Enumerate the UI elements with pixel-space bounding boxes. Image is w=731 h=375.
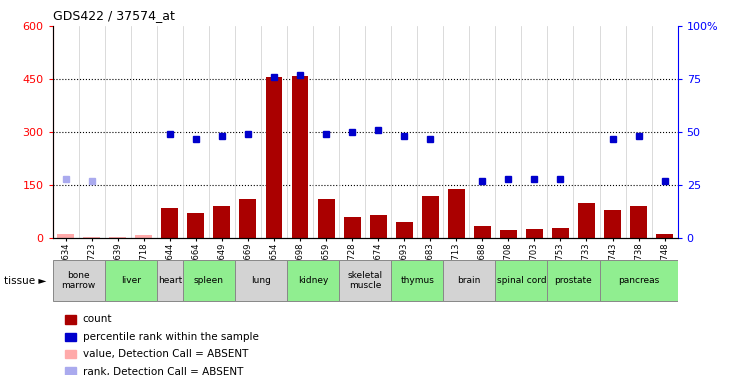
Bar (65, 350, 76, 358)
Text: pancreas: pancreas (618, 276, 659, 285)
Text: liver: liver (121, 276, 141, 285)
FancyBboxPatch shape (339, 260, 391, 301)
FancyBboxPatch shape (443, 260, 496, 301)
FancyBboxPatch shape (53, 260, 105, 301)
Bar (395, 222, 413, 238)
Text: skeletal
muscle: skeletal muscle (347, 271, 383, 290)
FancyBboxPatch shape (156, 260, 183, 301)
Text: kidney: kidney (298, 276, 328, 285)
Bar (630, 206, 647, 238)
FancyBboxPatch shape (287, 260, 339, 301)
Bar (370, 215, 387, 238)
Bar (526, 229, 543, 238)
Bar (240, 199, 257, 238)
Bar (448, 189, 465, 238)
Bar (213, 206, 230, 238)
FancyBboxPatch shape (391, 260, 443, 301)
Text: thymus: thymus (401, 276, 434, 285)
Text: rank, Detection Call = ABSENT: rank, Detection Call = ABSENT (83, 366, 243, 375)
Text: percentile rank within the sample: percentile rank within the sample (83, 332, 259, 342)
Text: prostate: prostate (555, 276, 592, 285)
FancyBboxPatch shape (548, 260, 599, 301)
Text: spleen: spleen (194, 276, 224, 285)
Text: count: count (83, 315, 112, 324)
Bar (344, 217, 360, 238)
Bar (135, 235, 152, 238)
Bar (187, 213, 205, 238)
Bar (500, 230, 517, 238)
Bar (604, 210, 621, 238)
Bar (162, 208, 178, 238)
FancyBboxPatch shape (599, 260, 678, 301)
Bar (656, 234, 673, 238)
Bar (317, 199, 335, 238)
Bar (265, 78, 282, 238)
Text: heart: heart (158, 276, 182, 285)
Bar (65, 368, 76, 375)
Bar (57, 234, 74, 238)
Bar (109, 237, 126, 238)
FancyBboxPatch shape (183, 260, 235, 301)
FancyBboxPatch shape (235, 260, 287, 301)
Bar (65, 315, 76, 324)
Text: GDS422 / 37574_at: GDS422 / 37574_at (53, 9, 175, 22)
Bar (83, 237, 100, 238)
FancyBboxPatch shape (496, 260, 548, 301)
Text: value, Detection Call = ABSENT: value, Detection Call = ABSENT (83, 349, 248, 359)
Text: spinal cord: spinal cord (496, 276, 546, 285)
Text: bone
marrow: bone marrow (61, 271, 96, 290)
Text: lung: lung (251, 276, 271, 285)
Text: tissue ►: tissue ► (4, 276, 46, 285)
Bar (552, 228, 569, 238)
FancyBboxPatch shape (105, 260, 156, 301)
Bar (65, 333, 76, 341)
Bar (292, 76, 308, 238)
Bar (578, 203, 595, 238)
Bar (422, 196, 439, 238)
Bar (474, 226, 491, 238)
Text: brain: brain (458, 276, 481, 285)
